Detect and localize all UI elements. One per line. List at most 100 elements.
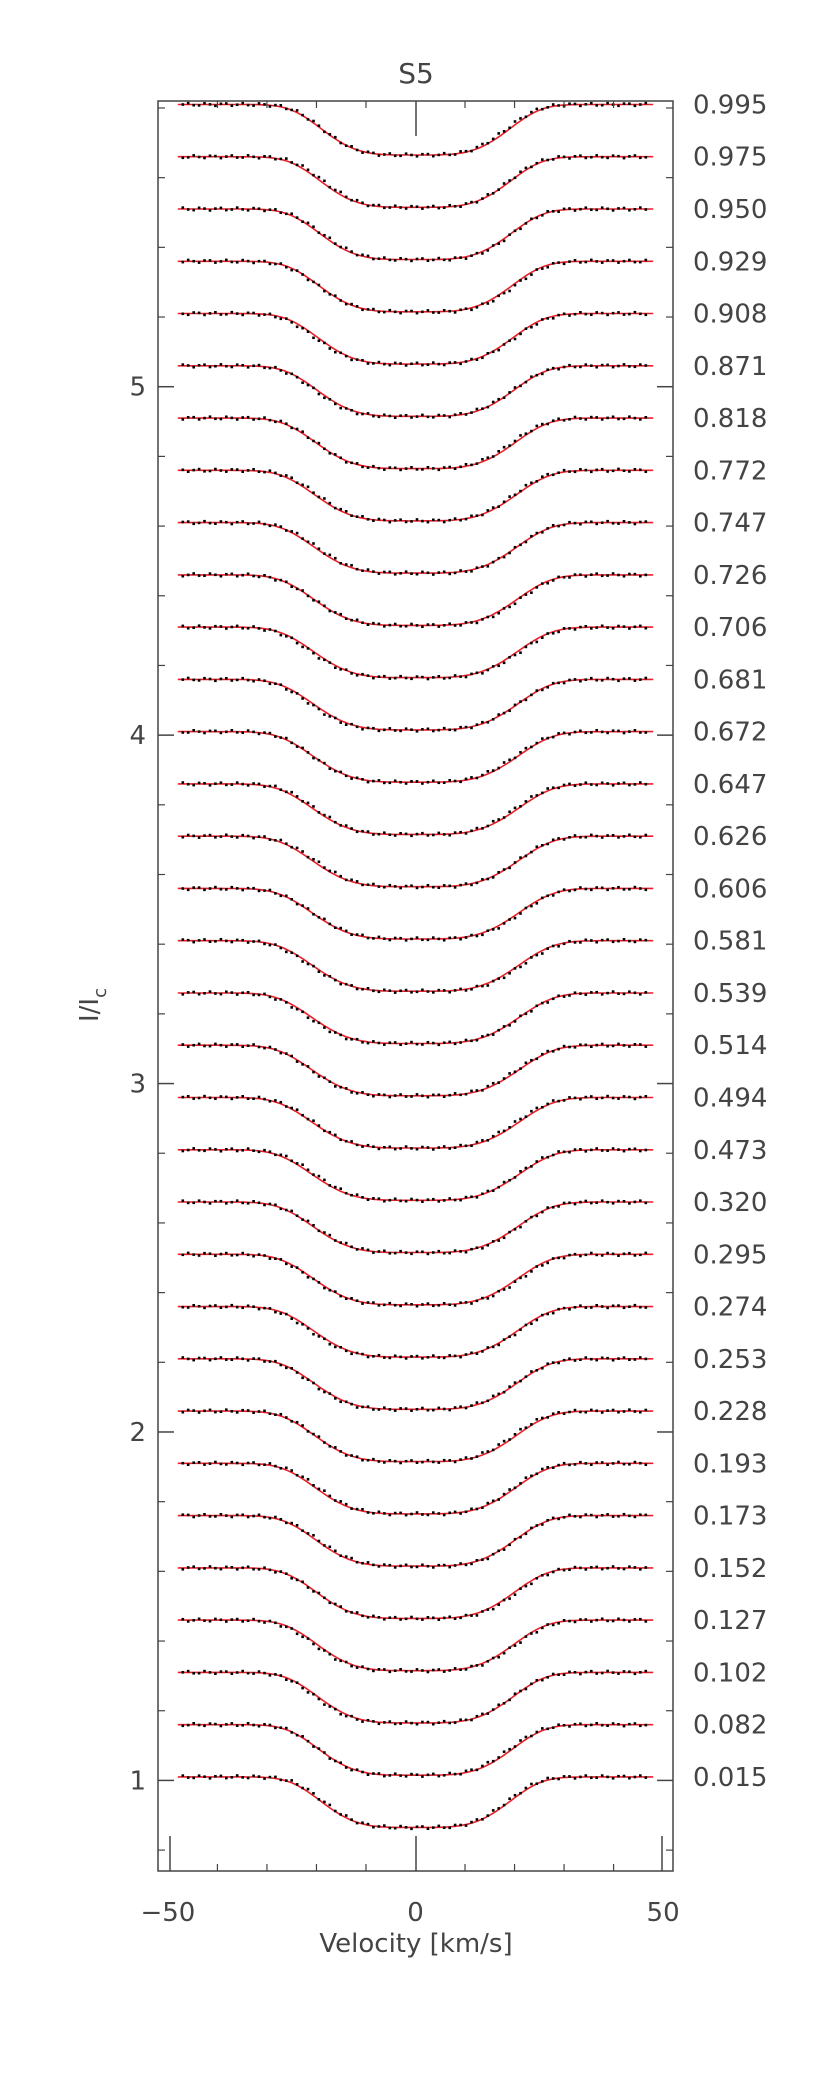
observed-point xyxy=(595,1672,598,1675)
observed-point xyxy=(328,347,332,350)
observed-point xyxy=(404,1513,408,1517)
observed-point xyxy=(235,836,239,839)
observed-point xyxy=(448,204,451,207)
observed-point xyxy=(421,1406,424,1410)
observed-point xyxy=(600,1617,604,1621)
observed-point xyxy=(541,688,544,692)
observed-point xyxy=(432,729,435,733)
observed-point xyxy=(203,1409,206,1413)
observed-point xyxy=(464,360,468,363)
observed-point xyxy=(235,156,239,159)
observed-point xyxy=(295,692,299,695)
observed-point xyxy=(404,1826,408,1829)
observed-point xyxy=(541,1156,544,1159)
observed-point xyxy=(181,1617,185,1621)
observed-point xyxy=(448,1826,451,1830)
model-profile-line xyxy=(177,887,654,940)
observed-point xyxy=(590,1357,593,1361)
observed-point xyxy=(426,309,430,312)
observed-point xyxy=(535,1418,539,1421)
observed-point xyxy=(410,1197,413,1201)
labels-layer: S5 Velocity [km/s] I/Ic 0.0150.0820.1020… xyxy=(75,57,767,1959)
observed-point xyxy=(617,417,620,421)
observed-point xyxy=(295,163,299,167)
phase-label: 0.726 xyxy=(693,561,767,591)
observed-point xyxy=(415,1354,419,1358)
observed-point xyxy=(203,259,206,262)
observed-point xyxy=(383,1668,386,1671)
observed-point xyxy=(323,341,326,345)
observed-point xyxy=(486,1814,490,1817)
observed-point xyxy=(600,1671,604,1675)
observed-point xyxy=(611,1777,615,1780)
observed-point xyxy=(404,309,408,313)
observed-point xyxy=(344,1454,348,1457)
observed-point xyxy=(306,1219,310,1223)
observed-point xyxy=(464,1353,468,1356)
observed-point xyxy=(595,1515,598,1519)
observed-point xyxy=(606,363,609,367)
observed-point xyxy=(606,470,609,473)
observed-point xyxy=(470,1351,473,1355)
observed-point xyxy=(486,1189,490,1193)
observed-point xyxy=(491,615,495,619)
observed-point xyxy=(404,1302,408,1305)
observed-point xyxy=(306,278,310,282)
phase-label: 0.082 xyxy=(693,1711,767,1741)
observed-point xyxy=(219,102,223,106)
observed-point xyxy=(584,520,588,524)
observed-point xyxy=(279,104,283,107)
observed-point xyxy=(257,1775,261,1778)
observed-point xyxy=(595,1097,598,1100)
observed-point xyxy=(421,413,424,417)
observed-point xyxy=(279,788,283,791)
observed-point xyxy=(290,476,293,479)
observed-point xyxy=(590,1669,593,1673)
observed-point xyxy=(459,883,462,887)
observed-point xyxy=(393,1147,397,1151)
observed-point xyxy=(263,1515,266,1519)
observed-point xyxy=(257,102,261,105)
observed-point xyxy=(442,1563,446,1567)
observed-point xyxy=(432,1148,435,1151)
observed-point xyxy=(393,519,397,522)
observed-point xyxy=(246,678,250,682)
observed-point xyxy=(274,1775,277,1779)
observed-point xyxy=(334,611,337,614)
observed-point xyxy=(241,888,244,892)
observed-point xyxy=(600,206,604,209)
observed-point xyxy=(355,1092,359,1095)
observed-point xyxy=(219,1618,223,1622)
observed-point xyxy=(557,1567,560,1571)
model-profile-line xyxy=(177,1044,654,1097)
observed-point xyxy=(426,363,430,366)
observed-point xyxy=(546,1776,549,1780)
model-profile-line xyxy=(177,1567,654,1620)
observed-point xyxy=(584,418,588,421)
observed-point xyxy=(535,689,539,692)
observed-point xyxy=(252,782,255,785)
observed-point xyxy=(235,1043,239,1046)
observed-point xyxy=(279,474,283,477)
observed-point xyxy=(470,149,473,153)
observed-point xyxy=(230,522,234,526)
observed-point xyxy=(257,732,261,736)
observed-point xyxy=(464,725,468,729)
observed-point xyxy=(644,676,648,680)
observed-point xyxy=(246,1565,250,1569)
observed-point xyxy=(426,1513,430,1517)
observed-point xyxy=(235,781,239,784)
observed-point xyxy=(208,415,212,418)
observed-point xyxy=(263,155,266,158)
observed-point xyxy=(285,1154,288,1158)
observed-point xyxy=(595,1043,598,1047)
observed-point xyxy=(475,251,479,255)
observed-point xyxy=(475,826,479,830)
observed-point xyxy=(225,833,228,837)
observed-point xyxy=(235,624,239,628)
observed-point xyxy=(366,1198,370,1201)
observed-point xyxy=(546,1155,549,1159)
observed-point xyxy=(491,244,495,247)
observed-point xyxy=(366,726,370,730)
observed-point xyxy=(459,624,462,627)
